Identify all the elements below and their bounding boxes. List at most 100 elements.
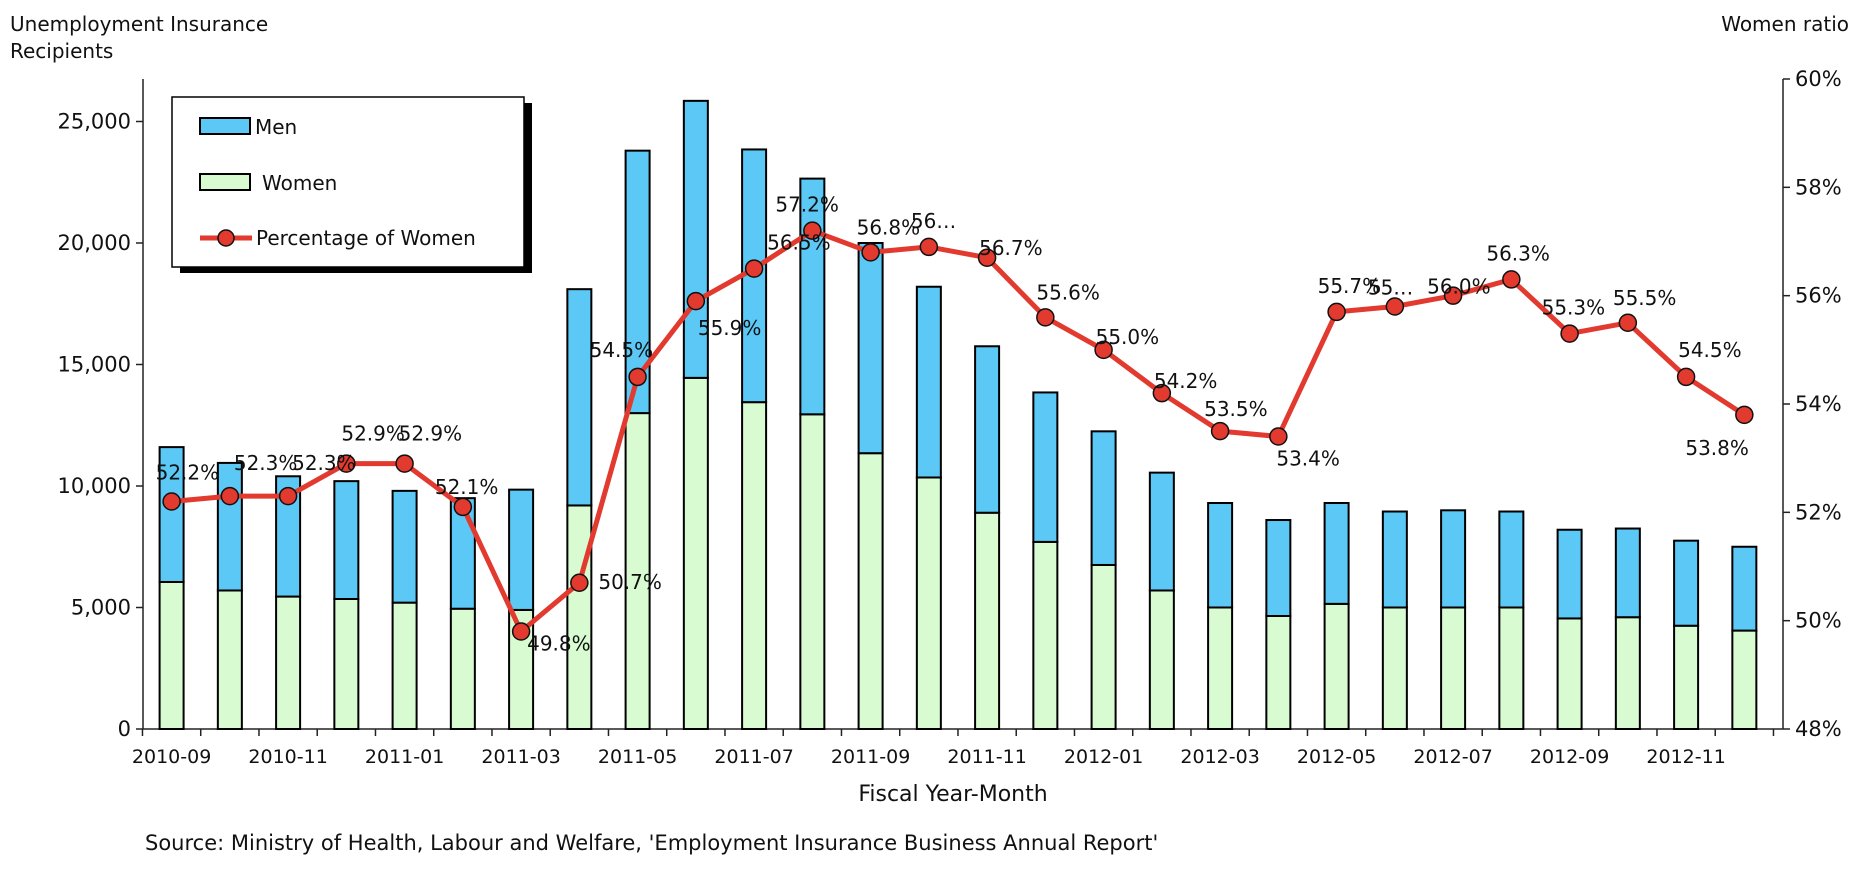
y-axis-title-line2: Recipients <box>10 39 113 63</box>
bar-men <box>333 480 360 600</box>
bar-women <box>275 595 302 730</box>
y2-tick-label: 54% <box>1795 392 1842 416</box>
legend-men-swatch <box>199 117 251 135</box>
bar-women <box>449 607 476 731</box>
bar-men <box>1673 539 1700 627</box>
women-ratio-label: 52.9% <box>341 422 405 446</box>
bar-men <box>857 242 884 455</box>
bar-women <box>1614 616 1641 730</box>
women-ratio-point <box>1618 313 1638 332</box>
women-ratio-point <box>686 291 706 311</box>
bar-men <box>974 345 1001 514</box>
women-ratio-label: 50.7% <box>598 570 662 594</box>
bar-women <box>333 597 360 730</box>
y-tick-label: 20,000 <box>58 231 131 255</box>
women-ratio-label: 54.2% <box>1154 369 1218 393</box>
y2-axis-title: Women ratio <box>1721 12 1849 36</box>
women-ratio-label: 52.9% <box>399 422 463 446</box>
bar-men <box>1381 510 1408 609</box>
women-ratio-point <box>511 622 531 641</box>
bar-men <box>216 461 243 592</box>
x-tick-label: 2011-05 <box>598 746 677 768</box>
x-tick-label: 2012-11 <box>1646 746 1725 768</box>
women-ratio-point <box>977 248 997 267</box>
women-ratio-label: 55.9% <box>698 316 762 340</box>
bar-men <box>1207 502 1234 609</box>
women-ratio-point <box>1094 340 1113 360</box>
women-ratio-label: 56.5% <box>767 231 831 255</box>
legend-women-swatch <box>199 173 251 191</box>
bar-men <box>799 177 826 416</box>
women-ratio-label: 55.5% <box>1613 286 1677 310</box>
bar-men <box>1090 430 1117 566</box>
women-ratio-label: 55.0% <box>1096 325 1160 349</box>
women-ratio-label: 56.3% <box>1486 241 1550 265</box>
x-axis-title: Fiscal Year-Month <box>858 782 1047 807</box>
women-ratio-point <box>744 259 764 278</box>
x-tick-label: 2012-07 <box>1413 746 1492 768</box>
x-tick-label: 2012-03 <box>1180 746 1259 768</box>
women-ratio-label: 55… <box>1368 276 1413 300</box>
women-ratio-point <box>1502 270 1521 289</box>
y-tick-label: 5,000 <box>71 596 131 620</box>
women-ratio-point <box>453 497 473 517</box>
y2-tick-label: 52% <box>1795 500 1842 524</box>
legend-women-label: Women <box>262 171 337 195</box>
y-tick-label: 25,000 <box>58 110 131 134</box>
legend-percentage-label: Percentage of Women <box>256 226 476 250</box>
y-tick-label: 15,000 <box>58 353 131 377</box>
bar-men <box>1148 471 1175 592</box>
women-ratio-point <box>1560 324 1579 343</box>
women-ratio-point <box>1210 421 1230 441</box>
x-tick-label: 2010-11 <box>248 746 327 768</box>
bar-men <box>158 446 185 583</box>
women-ratio-label: 52.3% <box>292 451 356 475</box>
women-ratio-label: 53.5% <box>1204 397 1268 421</box>
y2-tick-label: 48% <box>1795 717 1842 741</box>
bar-women <box>1265 615 1292 731</box>
axes: 0 5,000 10,000 15,000 20,000 25,000 48% 50% 52% 5… <box>58 67 1842 768</box>
y2-tick-label: 56% <box>1795 284 1842 308</box>
x-tick-label: 2012-05 <box>1297 746 1376 768</box>
bar-women <box>1498 606 1525 730</box>
x-tick-label: 2011-09 <box>831 746 910 768</box>
women-ratio-point <box>861 243 880 262</box>
women-ratio-point <box>1385 297 1405 316</box>
women-ratio-point <box>919 237 939 257</box>
women-ratio-label: 49.8% <box>527 632 591 656</box>
women-ratio-label: 52.2% <box>156 461 220 485</box>
bar-men <box>391 489 418 604</box>
bar-men <box>1498 510 1525 609</box>
x-tick-label: 2011-01 <box>365 746 444 768</box>
y2-tick-label: 50% <box>1795 609 1842 633</box>
bar-men <box>508 488 535 611</box>
bar-men <box>915 285 942 479</box>
women-ratio-label: 56… <box>911 209 956 233</box>
x-tick-label: 2010-09 <box>132 746 211 768</box>
data-labels: 52.2% 52.3%52.3% 52.9%52.9% 52.1% 49.8% 50.7%… <box>156 193 1749 656</box>
x-tick-label: 2011-11 <box>947 746 1026 768</box>
women-ratio-label: 54.5% <box>1678 338 1742 362</box>
bar-men <box>682 99 709 379</box>
bar-women <box>974 511 1001 730</box>
women-ratio-point <box>337 454 356 473</box>
women-ratio-point <box>1036 308 1055 327</box>
women-ratio-label: 53.4% <box>1276 447 1340 471</box>
bar-women <box>624 412 651 730</box>
bar-women <box>1090 563 1117 730</box>
women-ratio-label: 55.3% <box>1542 296 1606 320</box>
bar-men <box>1265 519 1292 618</box>
y-tick-label: 10,000 <box>58 474 131 498</box>
women-ratio-point <box>1269 427 1288 446</box>
women-ratio-label: 56.0% <box>1427 275 1491 299</box>
bar-women <box>1148 589 1175 730</box>
bar-men <box>1614 527 1641 619</box>
bar-men <box>1323 502 1350 605</box>
bar-women <box>1673 624 1700 730</box>
women-ratio-label: 52.3% <box>234 451 298 475</box>
bar-women <box>1207 606 1234 730</box>
women-ratio-point <box>570 573 589 592</box>
bar-women <box>1323 602 1350 730</box>
women-ratio-label: 56.7% <box>979 236 1043 260</box>
